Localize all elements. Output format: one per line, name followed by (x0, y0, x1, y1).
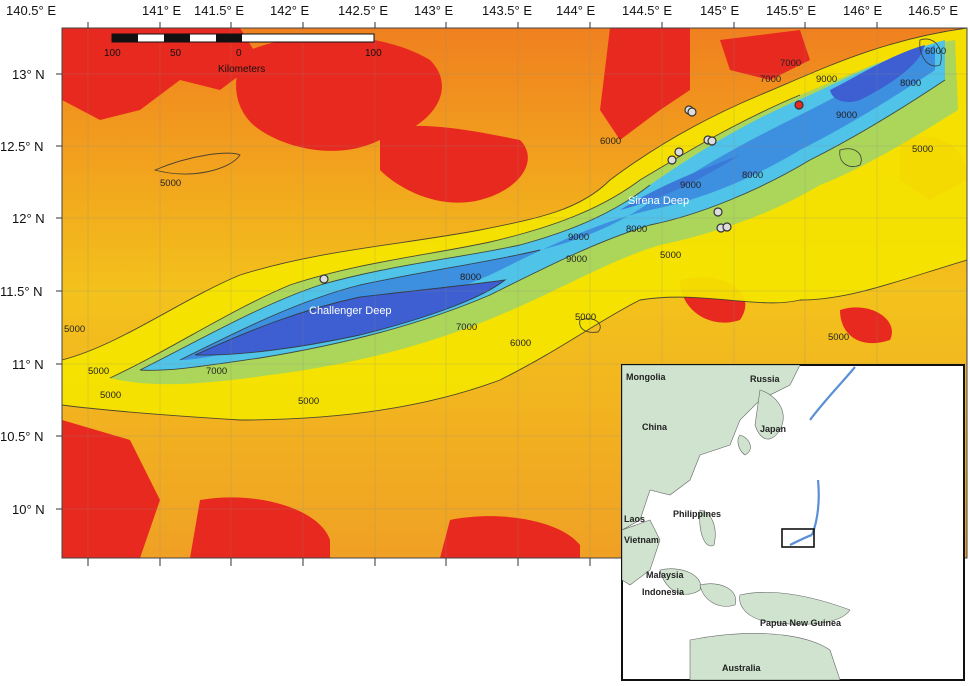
axis-ticks (56, 22, 878, 566)
inset-label-russia: Russia (750, 374, 781, 384)
sample-site-marker (667, 155, 677, 165)
lat-tick-label: 12.5° N (0, 139, 44, 154)
scale-label: 100 (104, 48, 121, 59)
band-7000m (140, 40, 945, 371)
lon-tick-label: 144° E (556, 3, 596, 18)
contour-label: 8000 (900, 78, 921, 89)
contour-label: 7000 (456, 322, 477, 333)
band-9000m-east (830, 45, 925, 102)
contour-label: 8000 (626, 224, 647, 235)
lon-tick-label: 146.5° E (908, 3, 958, 18)
lon-tick-label: 145° E (700, 3, 740, 18)
contour-label: 5000 (298, 396, 319, 407)
sample-site-marker (687, 107, 697, 117)
sample-site-markers (319, 100, 804, 284)
inset-locator-map: Mongolia Russia China Japan Philippines … (621, 364, 965, 681)
contour-label: 8000 (460, 272, 481, 283)
shallow-regions (62, 28, 967, 558)
deep-label-challenger: Challenger Deep (309, 305, 392, 317)
lon-tick-label: 146° E (843, 3, 883, 18)
contour-label: 9000 (680, 180, 701, 191)
contour-labels: 5000 5000 5000 5000 5000 5000 5000 5000 … (64, 46, 946, 407)
lon-axis-labels: 140.5° E 141° E 141.5° E 142° E 142.5° E… (6, 3, 958, 18)
contour-label: 6000 (925, 46, 946, 57)
contour-label: 5000 (88, 366, 109, 377)
lon-tick-label: 140.5° E (6, 3, 56, 18)
sample-site-marker (319, 274, 329, 284)
band-9000m (195, 280, 505, 356)
inset-label-laos: Laos (624, 514, 645, 524)
contour-label: 5000 (660, 250, 681, 261)
contour-label: 8000 (742, 170, 763, 181)
lat-tick-label: 11.5° N (0, 284, 43, 299)
main-map-panel: 5000 5000 5000 5000 5000 5000 5000 5000 … (62, 28, 967, 558)
contour-label: 9000 (836, 110, 857, 121)
deep-label-sirena: Sirena Deep (628, 195, 689, 207)
scale-unit: Kilometers (218, 64, 265, 75)
contour-label: 5000 (912, 144, 933, 155)
lat-axis-labels: 13° N 12.5° N 12° N 11.5° N 11° N 10.5° … (0, 67, 45, 517)
study-area-box (781, 528, 815, 548)
contour-label: 9000 (568, 232, 589, 243)
inset-label-china: China (642, 422, 668, 432)
inset-label-australia: Australia (722, 663, 762, 673)
scale-label: 100 (365, 48, 382, 59)
contour-label: 6000 (510, 338, 531, 349)
scale-label: 0 (236, 48, 242, 59)
contour-label: 7000 (206, 366, 227, 377)
contour-label: 5000 (160, 178, 181, 189)
sample-site-marker (707, 136, 717, 146)
contour-label: 9000 (816, 74, 837, 85)
inset-landmasses (622, 365, 851, 680)
contour-label: 7000 (780, 58, 801, 69)
contour-label: 7000 (760, 74, 781, 85)
sample-site-marker (674, 147, 684, 157)
lon-tick-label: 144.5° E (622, 3, 672, 18)
inset-label-vietnam: Vietnam (624, 535, 659, 545)
contour-lines (62, 28, 967, 421)
scale-bar: 100 50 0 100 Kilometers (104, 33, 382, 75)
lat-tick-label: 11° N (12, 357, 44, 372)
inset-label-japan: Japan (760, 424, 786, 434)
band-9000m-sirena (620, 155, 740, 210)
inset-label-philippines: Philippines (673, 509, 721, 519)
contour-label: 6000 (600, 136, 621, 147)
inset-label-malaysia: Malaysia (646, 570, 685, 580)
inset-label-indonesia: Indonesia (642, 587, 685, 597)
lon-tick-label: 145.5° E (766, 3, 816, 18)
band-8000m (180, 45, 935, 360)
sample-site-marker (713, 207, 723, 217)
lat-tick-label: 10° N (12, 502, 45, 517)
contour-label: 5000 (828, 332, 849, 343)
lat-tick-label: 12° N (12, 211, 45, 226)
lat-tick-label: 13° N (12, 67, 45, 82)
lon-tick-label: 143° E (414, 3, 454, 18)
inset-label-mongolia: Mongolia (626, 372, 666, 382)
sample-site-marker (794, 100, 804, 110)
sample-site-marker (722, 222, 732, 232)
lon-tick-label: 142° E (270, 3, 310, 18)
contour-label: 5000 (575, 312, 596, 323)
lon-tick-label: 141° E (142, 3, 182, 18)
contour-label: 5000 (100, 390, 121, 401)
lon-tick-label: 142.5° E (338, 3, 388, 18)
lon-tick-label: 143.5° E (482, 3, 532, 18)
contour-label: 5000 (64, 324, 85, 335)
lat-tick-label: 10.5° N (0, 429, 44, 444)
lon-tick-label: 141.5° E (194, 3, 244, 18)
inset-label-png: Papua New Guinea (760, 618, 842, 628)
contour-label: 9000 (566, 254, 587, 265)
scale-label: 50 (170, 48, 182, 59)
